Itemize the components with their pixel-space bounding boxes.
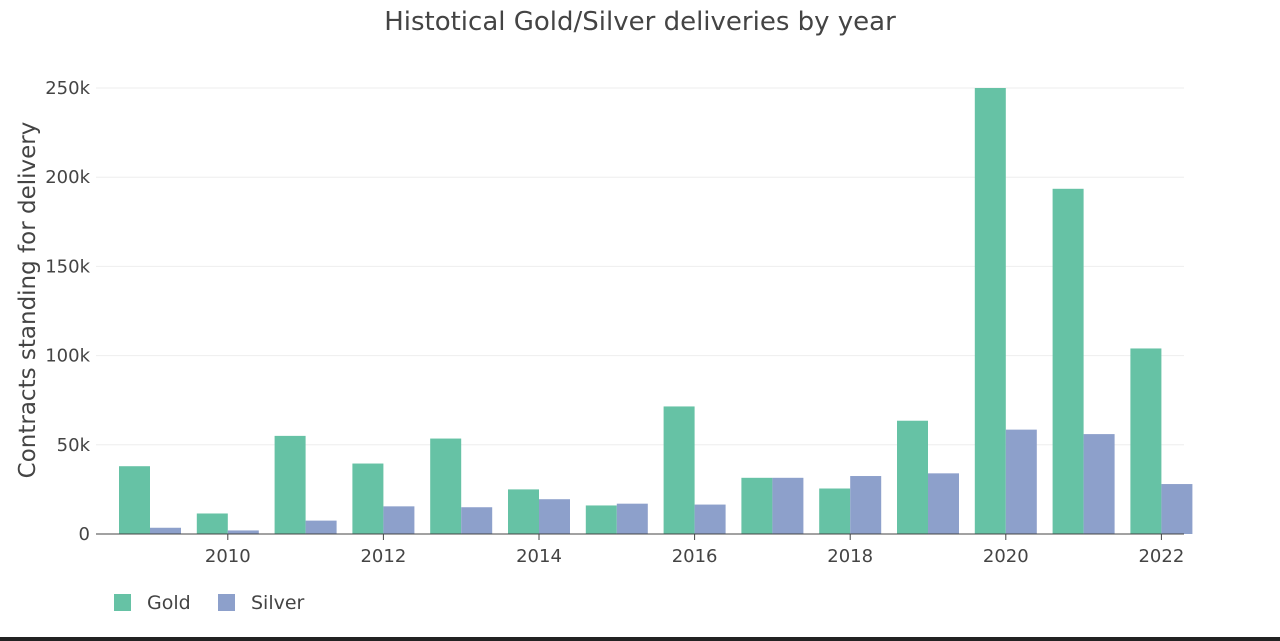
legend[interactable]: Gold Silver bbox=[114, 592, 305, 614]
x-tick-label: 2016 bbox=[672, 546, 718, 567]
bar-silver-2020[interactable] bbox=[1005, 429, 1037, 534]
x-axis-ticks: 2010 2012 2014 2016 2018 2020 2022 bbox=[205, 534, 1184, 567]
legend-label: Silver bbox=[251, 592, 305, 614]
bar-silver-2010[interactable] bbox=[227, 530, 259, 534]
bar-silver-2021[interactable] bbox=[1083, 434, 1115, 534]
bar-silver-2017[interactable] bbox=[772, 477, 804, 534]
legend-swatch bbox=[218, 594, 235, 611]
bar-gold-2018[interactable] bbox=[819, 488, 851, 534]
x-tick-label: 2010 bbox=[205, 546, 251, 567]
bars bbox=[119, 88, 1193, 534]
bar-gold-2020[interactable] bbox=[974, 88, 1006, 534]
bar-silver-2009[interactable] bbox=[150, 527, 181, 534]
bar-silver-2011[interactable] bbox=[305, 520, 337, 534]
bar-gold-2015[interactable] bbox=[585, 505, 617, 534]
gridlines bbox=[96, 87, 1184, 446]
legend-label: Gold bbox=[147, 592, 191, 614]
bar-silver-2014[interactable] bbox=[539, 499, 570, 534]
bar-gold-2022[interactable] bbox=[1130, 348, 1162, 534]
bar-gold-2012[interactable] bbox=[352, 463, 384, 534]
y-tick-label: 200k bbox=[45, 167, 90, 188]
bar-gold-2009[interactable] bbox=[119, 466, 150, 534]
bottom-rule bbox=[0, 637, 1280, 641]
x-tick-label: 2022 bbox=[1138, 546, 1184, 567]
bar-silver-2022[interactable] bbox=[1161, 484, 1193, 534]
bar-gold-2016[interactable] bbox=[663, 406, 695, 534]
y-axis-ticks: 0 50k 100k 150k 200k 250k bbox=[45, 78, 90, 545]
x-tick-label: 2012 bbox=[360, 546, 406, 567]
bar-silver-2013[interactable] bbox=[461, 507, 493, 534]
bar-gold-2014[interactable] bbox=[508, 489, 539, 534]
bar-gold-2017[interactable] bbox=[741, 477, 773, 534]
y-axis-title: Contracts standing for delivery bbox=[15, 122, 41, 479]
legend-swatch bbox=[114, 594, 131, 611]
bar-gold-2019[interactable] bbox=[897, 420, 928, 534]
y-tick-label: 50k bbox=[57, 435, 91, 456]
bar-gold-2021[interactable] bbox=[1052, 188, 1084, 534]
bar-silver-2019[interactable] bbox=[928, 473, 959, 534]
y-tick-label: 100k bbox=[45, 346, 90, 367]
x-tick-label: 2014 bbox=[516, 546, 562, 567]
bar-gold-2011[interactable] bbox=[274, 435, 306, 534]
legend-item-silver[interactable]: Silver bbox=[218, 592, 305, 614]
legend-item-gold[interactable]: Gold bbox=[114, 592, 191, 614]
chart-title: Histotical Gold/Silver deliveries by yea… bbox=[384, 7, 896, 37]
bar-silver-2016[interactable] bbox=[694, 504, 726, 534]
y-tick-label: 250k bbox=[45, 78, 90, 99]
x-tick-label: 2020 bbox=[983, 546, 1029, 567]
x-tick-label: 2018 bbox=[827, 546, 873, 567]
bar-silver-2015[interactable] bbox=[616, 503, 648, 534]
bar-gold-2010[interactable] bbox=[196, 513, 228, 534]
bar-silver-2018[interactable] bbox=[850, 476, 882, 534]
bar-gold-2013[interactable] bbox=[430, 438, 462, 534]
y-tick-label: 0 bbox=[79, 524, 90, 545]
y-tick-label: 150k bbox=[45, 256, 90, 277]
bar-silver-2012[interactable] bbox=[383, 506, 415, 534]
